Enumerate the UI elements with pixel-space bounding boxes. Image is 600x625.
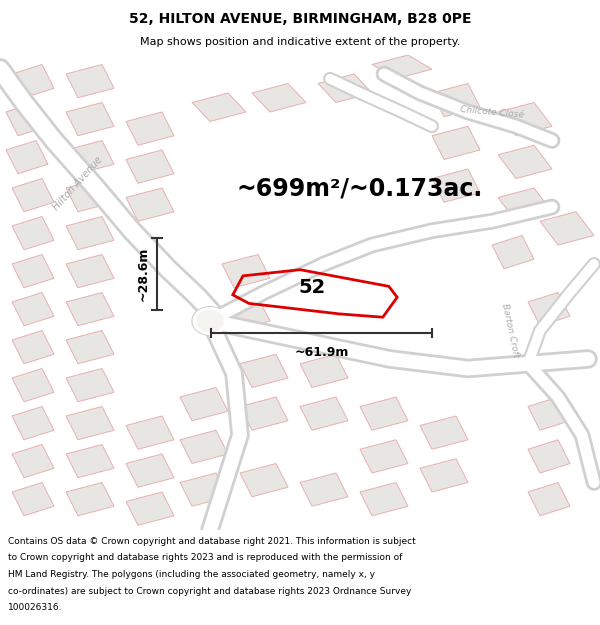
Polygon shape xyxy=(6,141,48,174)
Circle shape xyxy=(193,308,227,334)
Polygon shape xyxy=(66,292,114,326)
Polygon shape xyxy=(240,464,288,497)
Polygon shape xyxy=(432,169,480,202)
Polygon shape xyxy=(66,179,114,212)
Polygon shape xyxy=(126,454,174,488)
Polygon shape xyxy=(12,179,54,212)
Text: co-ordinates) are subject to Crown copyright and database rights 2023 Ordnance S: co-ordinates) are subject to Crown copyr… xyxy=(8,586,411,596)
Polygon shape xyxy=(492,236,534,269)
Polygon shape xyxy=(66,254,114,288)
Polygon shape xyxy=(528,397,570,430)
Polygon shape xyxy=(300,473,348,506)
Polygon shape xyxy=(528,440,570,473)
Polygon shape xyxy=(126,188,174,221)
Polygon shape xyxy=(240,397,288,430)
Text: Barton Croft: Barton Croft xyxy=(500,302,520,358)
Polygon shape xyxy=(528,482,570,516)
Text: 52, HILTON AVENUE, BIRMINGHAM, B28 0PE: 52, HILTON AVENUE, BIRMINGHAM, B28 0PE xyxy=(129,12,471,26)
Polygon shape xyxy=(12,369,54,402)
Text: ~28.6m: ~28.6m xyxy=(137,247,150,301)
Polygon shape xyxy=(360,482,408,516)
Polygon shape xyxy=(180,473,228,506)
Polygon shape xyxy=(240,354,288,388)
Text: 52: 52 xyxy=(298,278,326,298)
Text: 100026316.: 100026316. xyxy=(8,603,62,612)
Polygon shape xyxy=(66,102,114,136)
Text: Hilton Avenue: Hilton Avenue xyxy=(52,154,104,212)
Polygon shape xyxy=(498,145,552,179)
Polygon shape xyxy=(66,64,114,98)
Polygon shape xyxy=(540,212,594,245)
Polygon shape xyxy=(66,141,114,174)
Text: to Crown copyright and database rights 2023 and is reproduced with the permissio: to Crown copyright and database rights 2… xyxy=(8,553,402,562)
Polygon shape xyxy=(66,482,114,516)
Polygon shape xyxy=(360,440,408,473)
Circle shape xyxy=(197,311,223,331)
Polygon shape xyxy=(6,102,48,136)
Polygon shape xyxy=(66,369,114,402)
Circle shape xyxy=(192,307,228,335)
Polygon shape xyxy=(192,93,246,121)
Text: HM Land Registry. The polygons (including the associated geometry, namely x, y: HM Land Registry. The polygons (includin… xyxy=(8,570,375,579)
Polygon shape xyxy=(318,74,372,102)
Polygon shape xyxy=(360,397,408,430)
Polygon shape xyxy=(432,84,480,117)
Polygon shape xyxy=(126,112,174,145)
Polygon shape xyxy=(12,444,54,478)
Polygon shape xyxy=(180,430,228,464)
Text: Contains OS data © Crown copyright and database right 2021. This information is : Contains OS data © Crown copyright and d… xyxy=(8,537,416,546)
Polygon shape xyxy=(66,331,114,364)
Polygon shape xyxy=(528,292,570,326)
Polygon shape xyxy=(222,298,270,331)
Polygon shape xyxy=(12,64,54,98)
Polygon shape xyxy=(12,331,54,364)
Polygon shape xyxy=(498,188,552,221)
Polygon shape xyxy=(252,84,306,112)
Text: ~61.9m: ~61.9m xyxy=(295,346,349,359)
Polygon shape xyxy=(126,150,174,183)
Polygon shape xyxy=(300,397,348,430)
Text: Map shows position and indicative extent of the property.: Map shows position and indicative extent… xyxy=(140,38,460,48)
Polygon shape xyxy=(12,254,54,288)
Polygon shape xyxy=(420,459,468,492)
Polygon shape xyxy=(66,444,114,478)
Polygon shape xyxy=(12,292,54,326)
Polygon shape xyxy=(372,55,432,79)
Polygon shape xyxy=(126,416,174,449)
Polygon shape xyxy=(222,254,270,288)
Polygon shape xyxy=(66,406,114,440)
Text: ~699m²/~0.173ac.: ~699m²/~0.173ac. xyxy=(237,176,483,200)
Polygon shape xyxy=(498,102,552,136)
Polygon shape xyxy=(300,354,348,388)
Polygon shape xyxy=(180,388,228,421)
Text: Chilcote Closé: Chilcote Closé xyxy=(460,105,524,119)
Polygon shape xyxy=(12,406,54,440)
Polygon shape xyxy=(126,492,174,525)
Polygon shape xyxy=(66,216,114,250)
Polygon shape xyxy=(12,482,54,516)
Polygon shape xyxy=(420,416,468,449)
Polygon shape xyxy=(432,126,480,159)
Polygon shape xyxy=(12,216,54,250)
